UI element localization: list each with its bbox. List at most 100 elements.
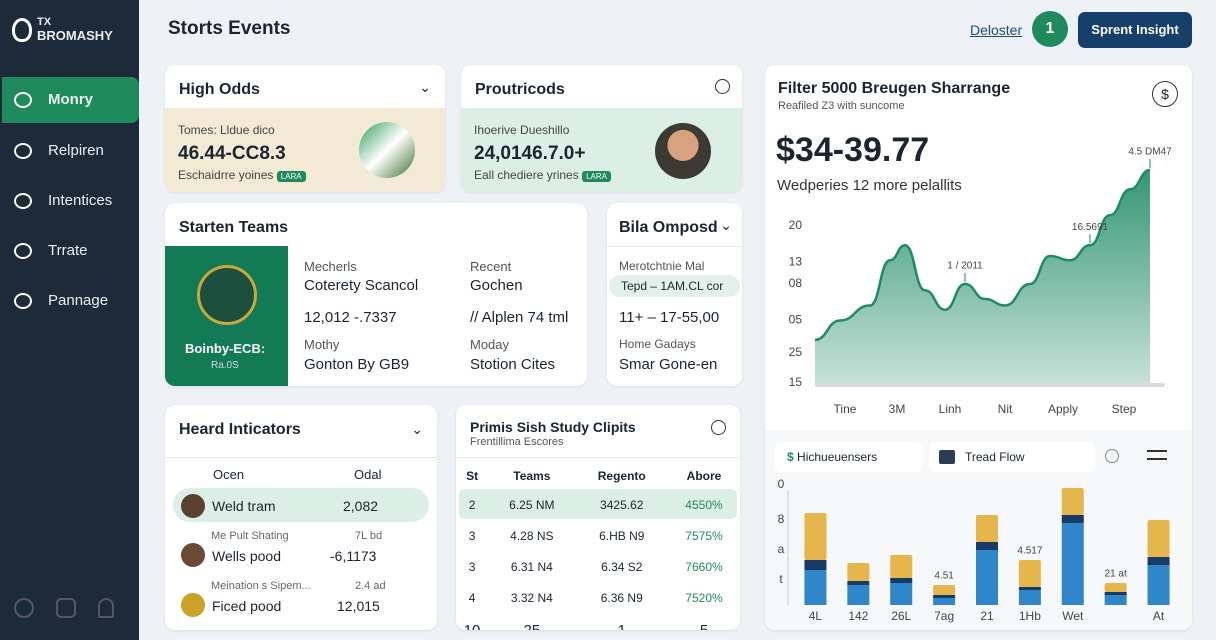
baseline (815, 383, 1165, 387)
card-sub: Eall chediere yrines (474, 168, 579, 182)
x-tick-label: Step (1112, 402, 1137, 416)
bar-segment (933, 585, 956, 595)
bar-segment (1018, 587, 1041, 590)
panel-subtitle: Reafiled Z3 with suncome (778, 100, 905, 112)
nav-item[interactable]: Monry (2, 77, 139, 123)
avatar (181, 494, 205, 518)
nav-label: Relpiren (48, 142, 104, 159)
x-tick-label: Linh (939, 402, 962, 416)
nav-label: Monry (48, 91, 93, 108)
header-link[interactable]: Deloster (970, 22, 1023, 38)
nav-item[interactable]: Pannage (2, 278, 139, 324)
currency-icon[interactable]: $ (1152, 81, 1178, 107)
primary-button[interactable]: Sprent Insight (1078, 12, 1192, 48)
table-row: 3 4.28 NS 6.HB N9 7575% (456, 520, 740, 551)
logo-text: TX (37, 16, 52, 28)
tab[interactable]: Tread Flow (929, 442, 1095, 472)
divider (607, 246, 742, 247)
table-cell: 10 (463, 621, 481, 631)
nav-item[interactable]: Relpiren (2, 128, 139, 174)
header-row: St Teams Regento Abore (456, 463, 740, 489)
bar-segment (847, 563, 870, 581)
field-label: Home Gadays (619, 337, 696, 351)
footer-icon[interactable] (14, 598, 34, 618)
bar-segment (1061, 523, 1084, 605)
toggle[interactable] (1105, 449, 1119, 463)
nav-item[interactable]: Trrate (2, 228, 139, 274)
nav-icon (14, 243, 32, 259)
indicators-card: Heard Inticators ⌄ Ocen Odal Weld tram 2… (165, 405, 437, 630)
y-tick-label: 05 (789, 313, 803, 327)
x-tick-label: At (1153, 609, 1165, 623)
chevron[interactable]: ⌄ (720, 217, 732, 233)
badge[interactable]: 1 (1032, 11, 1068, 47)
annotation: 16.5691 (1072, 222, 1109, 233)
bar-segment (847, 585, 870, 605)
row-name: Wells pood (212, 548, 282, 564)
nav-label: Pannage (48, 292, 109, 309)
area-line (814, 168, 1151, 342)
menu-icon[interactable] (1147, 450, 1167, 460)
table-cell: 4 (468, 590, 476, 605)
tab-label: Hichueuensers (797, 450, 878, 464)
insight-panel: Filter 5000 Breugen Sharrange Reafiled Z… (765, 65, 1192, 630)
row-note: 7L bd (355, 530, 383, 542)
y-tick-label: 20 (789, 218, 803, 232)
bar-segment (1147, 565, 1170, 605)
footer-icon[interactable] (98, 598, 114, 618)
y-tick-label: 13 (789, 255, 803, 269)
bar-segment (1147, 520, 1170, 557)
annotation: 4.51 (934, 571, 954, 582)
card-title: High Odds (179, 81, 260, 98)
bar-segment (1061, 515, 1084, 523)
bar-segment (933, 598, 956, 605)
table-cell: 7660% (685, 559, 723, 574)
table-cell: 4.28 NS (510, 528, 554, 543)
x-tick-label: 142 (848, 609, 868, 623)
bar-segment (933, 595, 956, 598)
table-cell: 2 (468, 497, 476, 512)
sidebar: TX BROMASHY Monry Relpiren Intentices Tr… (0, 0, 139, 640)
table-cell: 7575% (685, 528, 723, 543)
image (359, 122, 415, 178)
table-cell: 3 (468, 528, 476, 543)
card-value: 46.44-CC8.3 (178, 143, 286, 164)
chevron[interactable]: ⌄ (419, 79, 431, 95)
area-fill (815, 170, 1150, 385)
row-name: Weld tram (212, 498, 276, 514)
odds-card: High Odds ⌄ Tomes: Lldue dico 46.44-CC8.… (165, 65, 445, 192)
table-row: 2 6.25 NM 3425.62 4550% (456, 489, 740, 520)
table-cell: 3425.62 (600, 497, 644, 512)
chevron[interactable]: ⌄ (411, 421, 423, 437)
row-highlight (173, 488, 429, 522)
x-tick-label: Tine (834, 402, 857, 416)
bar-segment (1061, 488, 1084, 515)
y-tick-label: 25 (789, 345, 803, 359)
nav-item[interactable]: Intentices (2, 178, 139, 224)
bar-segment (890, 578, 913, 583)
footer-icon[interactable] (56, 598, 76, 618)
tab[interactable]: $ Hichueuensers (775, 442, 923, 472)
bar-segment (976, 542, 998, 550)
panel-title: Filter 5000 Breugen Sharrange (778, 80, 1011, 97)
table-row: 4 3.32 N4 6.36 N9 7520% (456, 582, 740, 613)
teams-card: Starten Teams Boinby-ECB: Ra.0S Mecherls… (165, 203, 587, 386)
y-tick-label: a (778, 542, 785, 556)
field-value: Gochen (470, 277, 523, 294)
bar-segment (1104, 583, 1127, 592)
nav-icon (14, 143, 32, 159)
team-sub: Ra.0S (211, 360, 239, 371)
team-emblem (197, 265, 257, 325)
row-value: -6,1173 (330, 548, 377, 564)
card-title: Primis Sish Study Clipits (470, 419, 636, 435)
x-tick-label: 7ag (934, 609, 954, 623)
table-row: 10 25 1 5 (456, 613, 740, 631)
column-header: Abore (686, 469, 722, 483)
bila-card: Bila Omposd ⌄ Merotchtnie Mal Tepd – 1AM… (607, 203, 742, 386)
card-label: Ihoerive Dueshillo (474, 123, 570, 137)
amount: $34-39.77 (776, 131, 930, 169)
y-tick-label: t (779, 572, 783, 586)
info-icon[interactable] (711, 420, 726, 435)
row-highlight (459, 489, 737, 519)
info-icon[interactable] (715, 79, 730, 94)
